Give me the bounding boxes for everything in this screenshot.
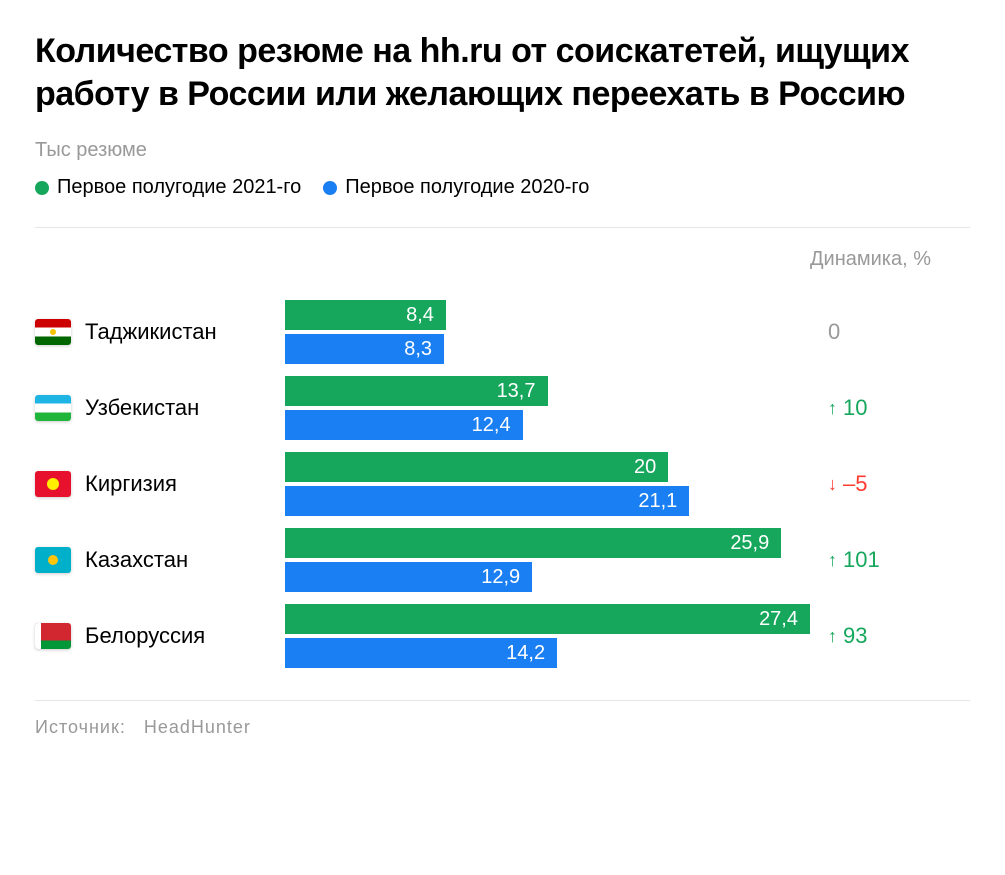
bar-value: 21,1 bbox=[638, 490, 677, 513]
bar-y2021: 25,9 bbox=[285, 528, 781, 558]
arrow-up-icon: ↑ bbox=[828, 626, 837, 647]
chart-row: Узбекистан 13,7 12,4 ↑10 bbox=[35, 370, 970, 446]
bar-y2020: 21,1 bbox=[285, 486, 689, 516]
bar-value: 12,4 bbox=[472, 414, 511, 437]
chart-row: Белоруссия 27,4 14,2 ↑93 bbox=[35, 598, 970, 674]
arrow-down-icon: ↓ bbox=[828, 474, 837, 495]
bar-value: 27,4 bbox=[759, 608, 798, 631]
flag-icon bbox=[35, 395, 71, 421]
bar-value: 25,9 bbox=[730, 532, 769, 555]
bar-y2020: 8,3 bbox=[285, 334, 444, 364]
country-label: Белоруссия bbox=[85, 623, 205, 649]
legend-label: Первое полугодие 2020-го bbox=[345, 176, 589, 199]
bar-y2021: 13,7 bbox=[285, 376, 548, 406]
bar-value: 13,7 bbox=[497, 380, 536, 403]
bar-value: 8,4 bbox=[406, 304, 434, 327]
bar-value: 12,9 bbox=[481, 566, 520, 589]
bar-value: 20 bbox=[634, 456, 656, 479]
legend-dot-icon bbox=[323, 181, 337, 195]
source-footer: Источник: HeadHunter bbox=[35, 700, 970, 738]
source-value: HeadHunter bbox=[144, 717, 251, 737]
chart-row: Казахстан 25,9 12,9 ↑101 bbox=[35, 522, 970, 598]
arrow-up-icon: ↑ bbox=[828, 398, 837, 419]
bar-value: 14,2 bbox=[506, 642, 545, 665]
country-label: Казахстан bbox=[85, 547, 188, 573]
bar-y2021: 8,4 bbox=[285, 300, 446, 330]
bar-y2021: 20 bbox=[285, 452, 668, 482]
dynamics-value: ↑10 bbox=[820, 395, 970, 421]
source-label: Источник: bbox=[35, 717, 126, 737]
legend: Первое полугодие 2021-го Первое полугоди… bbox=[35, 176, 970, 199]
chart-row: Таджикистан 8,4 8,3 0 bbox=[35, 294, 970, 370]
bar-y2021: 27,4 bbox=[285, 604, 810, 634]
legend-label: Первое полугодие 2021-го bbox=[57, 176, 301, 199]
country-label: Таджикистан bbox=[85, 319, 217, 345]
flag-icon bbox=[35, 319, 71, 345]
bar-y2020: 12,4 bbox=[285, 410, 523, 440]
chart-row: Киргизия 20 21,1 ↓–5 bbox=[35, 446, 970, 522]
chart-subtitle: Тыс резюме bbox=[35, 139, 970, 162]
bar-y2020: 14,2 bbox=[285, 638, 557, 668]
dynamics-header: Динамика, % bbox=[35, 246, 970, 272]
chart-title: Количество резюме на hh.ru от соискатете… bbox=[35, 30, 970, 115]
flag-icon bbox=[35, 623, 71, 649]
country-label: Киргизия bbox=[85, 471, 177, 497]
country-label: Узбекистан bbox=[85, 395, 199, 421]
arrow-up-icon: ↑ bbox=[828, 550, 837, 571]
bar-y2020: 12,9 bbox=[285, 562, 532, 592]
legend-item: Первое полугодие 2021-го bbox=[35, 176, 301, 199]
dynamics-value: ↑93 bbox=[820, 623, 970, 649]
dynamics-value: ↓–5 bbox=[820, 471, 970, 497]
legend-item: Первое полугодие 2020-го bbox=[323, 176, 589, 199]
bar-value: 8,3 bbox=[404, 338, 432, 361]
chart-area: Динамика, % Таджикистан 8,4 8,3 0 Узбекистан… bbox=[35, 246, 970, 674]
dynamics-value: 0 bbox=[820, 319, 970, 345]
dynamics-value: ↑101 bbox=[820, 547, 970, 573]
legend-dot-icon bbox=[35, 181, 49, 195]
flag-icon bbox=[35, 547, 71, 573]
divider bbox=[35, 227, 970, 228]
flag-icon bbox=[35, 471, 71, 497]
